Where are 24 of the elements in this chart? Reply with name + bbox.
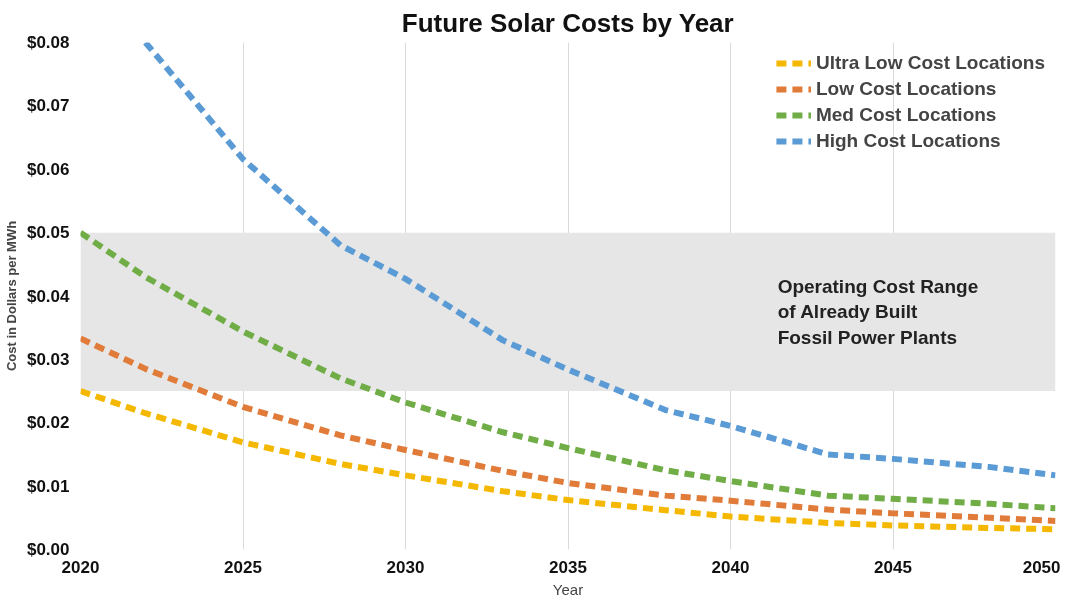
y-tick-label: $0.03 xyxy=(26,349,70,369)
chart-title: Future Solar Costs by Year xyxy=(401,7,734,38)
x-axis-title: Year xyxy=(552,580,584,598)
x-tick-label: 2050 xyxy=(1022,557,1061,577)
legend-label: Med Cost Locations xyxy=(815,104,997,126)
legend-label: Ultra Low Cost Locations xyxy=(815,52,1045,74)
legend-label: High Cost Locations xyxy=(815,130,1001,152)
y-tick-label: $0.02 xyxy=(26,413,70,433)
y-tick-label: $0.06 xyxy=(26,159,70,179)
y-axis-title: Cost in Dollars per MWh xyxy=(3,220,19,372)
y-tick-label: $0.00 xyxy=(26,540,70,559)
y-tick-label: $0.05 xyxy=(26,223,70,243)
legend-label: Low Cost Locations xyxy=(815,78,997,100)
y-tick-label: $0.04 xyxy=(26,286,71,306)
x-tick-label: 2030 xyxy=(386,557,425,577)
x-tick-label: 2040 xyxy=(711,557,750,577)
y-tick-label: $0.07 xyxy=(26,96,70,116)
y-tick-label: $0.01 xyxy=(26,476,70,496)
x-tick-label: 2035 xyxy=(549,557,587,577)
y-tick-label: $0.08 xyxy=(26,33,70,52)
x-tick-label: 2020 xyxy=(61,557,100,577)
band-label: Operating Cost Range of Already Built Fossil Power Plants xyxy=(777,276,979,348)
x-tick-label: 2025 xyxy=(224,557,262,577)
x-tick-label: 2045 xyxy=(874,557,912,577)
